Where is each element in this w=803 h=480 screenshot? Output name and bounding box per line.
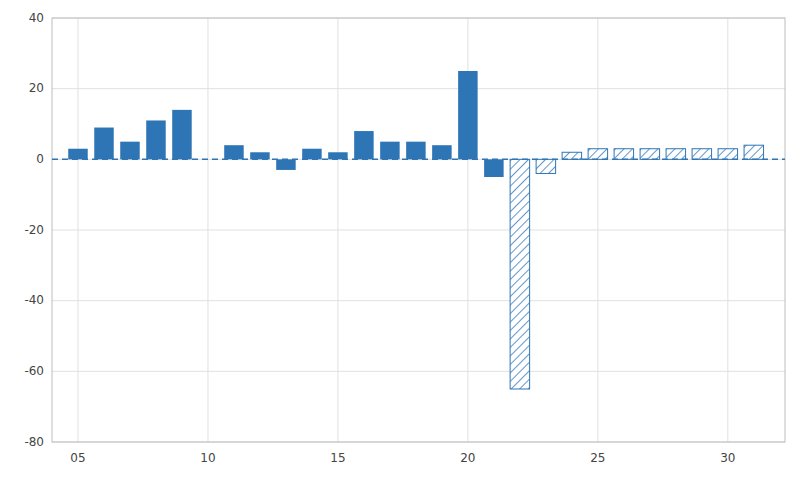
y-grid-line [52, 300, 785, 301]
y-tick-label: -40 [24, 293, 44, 307]
bar [640, 149, 659, 160]
y-tick-label: -80 [24, 435, 44, 449]
bar [146, 120, 165, 159]
grid [52, 18, 785, 442]
bars [68, 71, 763, 389]
y-tick-label: 20 [29, 81, 44, 95]
bar [562, 152, 581, 159]
x-grid-line [77, 18, 78, 442]
bar [484, 159, 503, 177]
bar [510, 159, 529, 389]
x-tick-label: 05 [70, 451, 85, 465]
bar [536, 159, 555, 173]
x-tick-label: 30 [720, 451, 735, 465]
y-tick-label: 40 [29, 11, 44, 25]
y-tick-label: -20 [24, 223, 44, 237]
bar [588, 149, 607, 160]
y-tick-label: -60 [24, 364, 44, 378]
y-tick-label: 0 [36, 152, 44, 166]
x-grid-line [207, 18, 208, 442]
bar [172, 110, 191, 159]
x-tick-label: 20 [460, 451, 475, 465]
baseline [52, 159, 785, 161]
bar [302, 149, 321, 160]
bar [718, 149, 737, 160]
bar [744, 145, 763, 159]
y-grid-line [52, 88, 785, 89]
x-tick-label: 10 [200, 451, 215, 465]
bar [406, 142, 425, 160]
bar [276, 159, 295, 170]
bar [94, 128, 113, 160]
y-grid-line [52, 371, 785, 372]
y-grid-line [52, 230, 785, 231]
bar [224, 145, 243, 159]
x-tick-label: 15 [330, 451, 345, 465]
x-grid-line [597, 18, 598, 442]
bar [666, 149, 685, 160]
bar [458, 71, 477, 159]
bar [692, 149, 711, 160]
bar [68, 149, 87, 160]
bar [354, 131, 373, 159]
x-tick-label: 25 [590, 451, 605, 465]
bar [120, 142, 139, 160]
chart: -80 -60 -40 -20 0 20 40 05 10 15 20 25 30 [0, 0, 803, 480]
plot-frame [52, 18, 785, 442]
bar [380, 142, 399, 160]
bar [250, 152, 269, 159]
bar [432, 145, 451, 159]
x-grid-line [337, 18, 338, 442]
bar [614, 149, 633, 160]
x-grid-line [727, 18, 728, 442]
bar [328, 152, 347, 159]
tick-labels: -80 -60 -40 -20 0 20 40 05 10 15 20 25 30 [24, 11, 735, 466]
